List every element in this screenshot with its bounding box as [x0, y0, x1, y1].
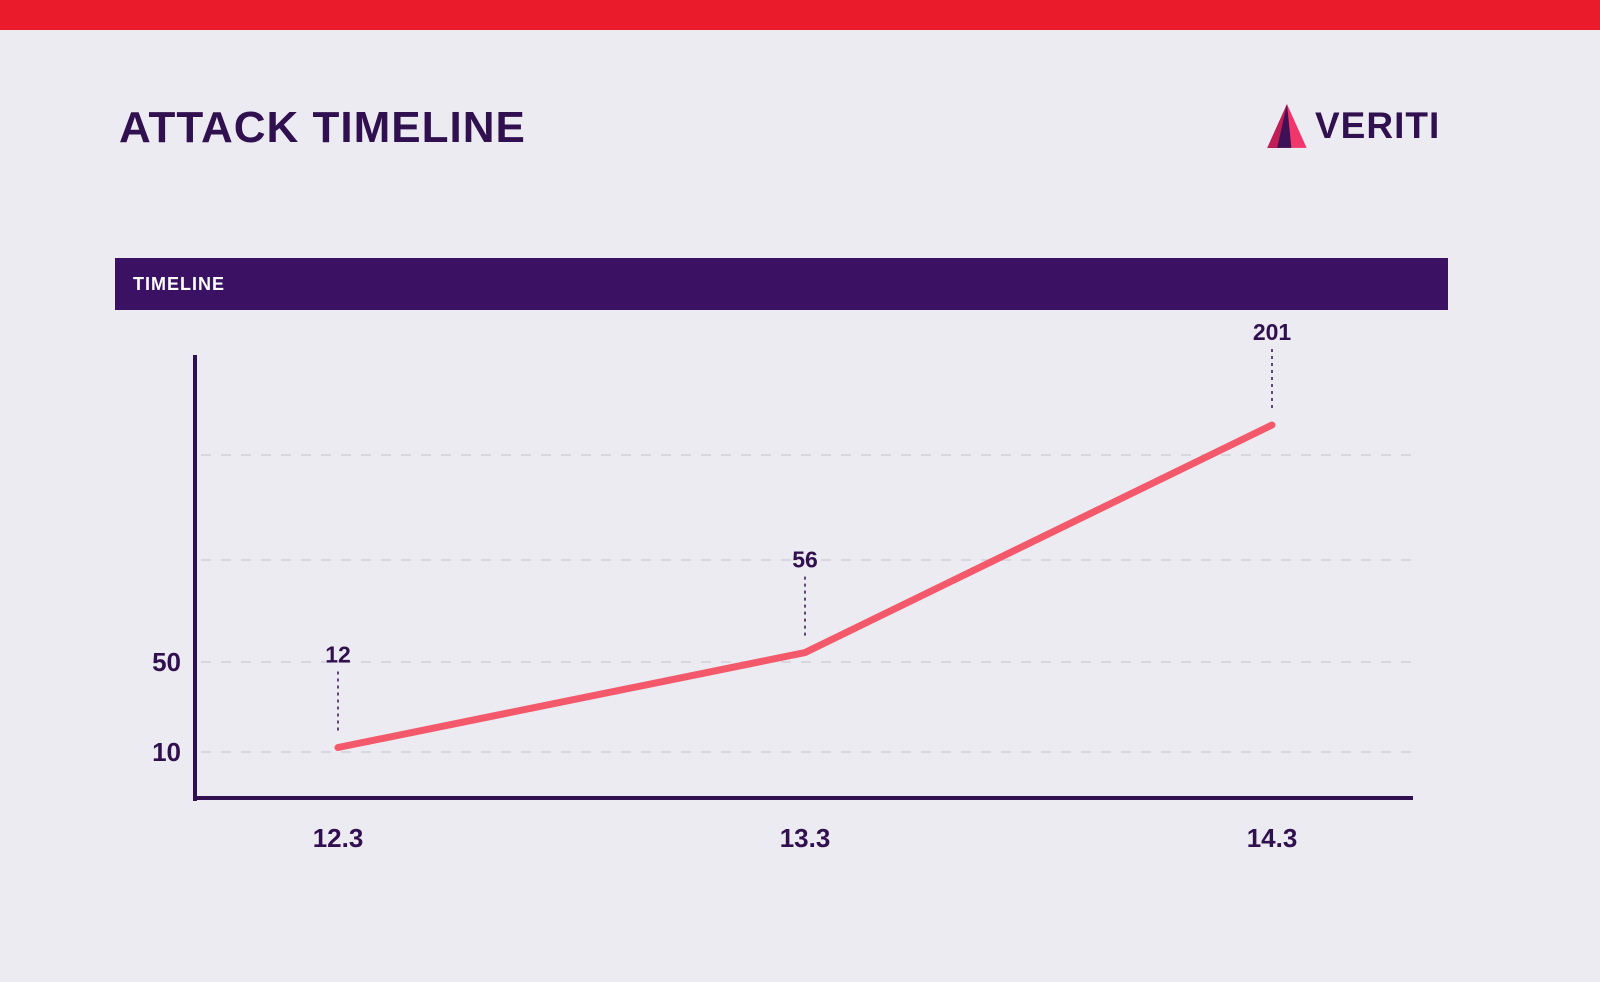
data-point-label: 12	[325, 642, 351, 668]
timeline-series-line	[334, 421, 1276, 751]
timeline-section-title: TIMELINE	[133, 273, 225, 294]
veriti-pyramid-icon	[1267, 104, 1307, 148]
x-tick-label: 12.3	[313, 823, 364, 853]
attack-timeline-chart: 12 56 201 50 10 12.3 13.3 14.3	[115, 315, 1455, 875]
veriti-logo-text: VERITI	[1315, 105, 1441, 146]
veriti-logo: VERITI	[1264, 102, 1440, 150]
page-title: ATTACK TIMELINE	[119, 103, 526, 152]
x-tick-label: 14.3	[1247, 823, 1298, 853]
x-tick-label: 13.3	[780, 823, 831, 853]
timeline-section-banner: TIMELINE	[115, 258, 1448, 310]
y-tick-label: 50	[152, 647, 181, 677]
line-chart-svg: 12 56 201 50 10 12.3 13.3 14.3	[152, 319, 1413, 853]
data-point-label: 56	[792, 547, 818, 573]
y-tick-label: 10	[152, 737, 181, 767]
data-point-label: 201	[1253, 319, 1292, 345]
top-accent-bar	[0, 0, 1600, 30]
